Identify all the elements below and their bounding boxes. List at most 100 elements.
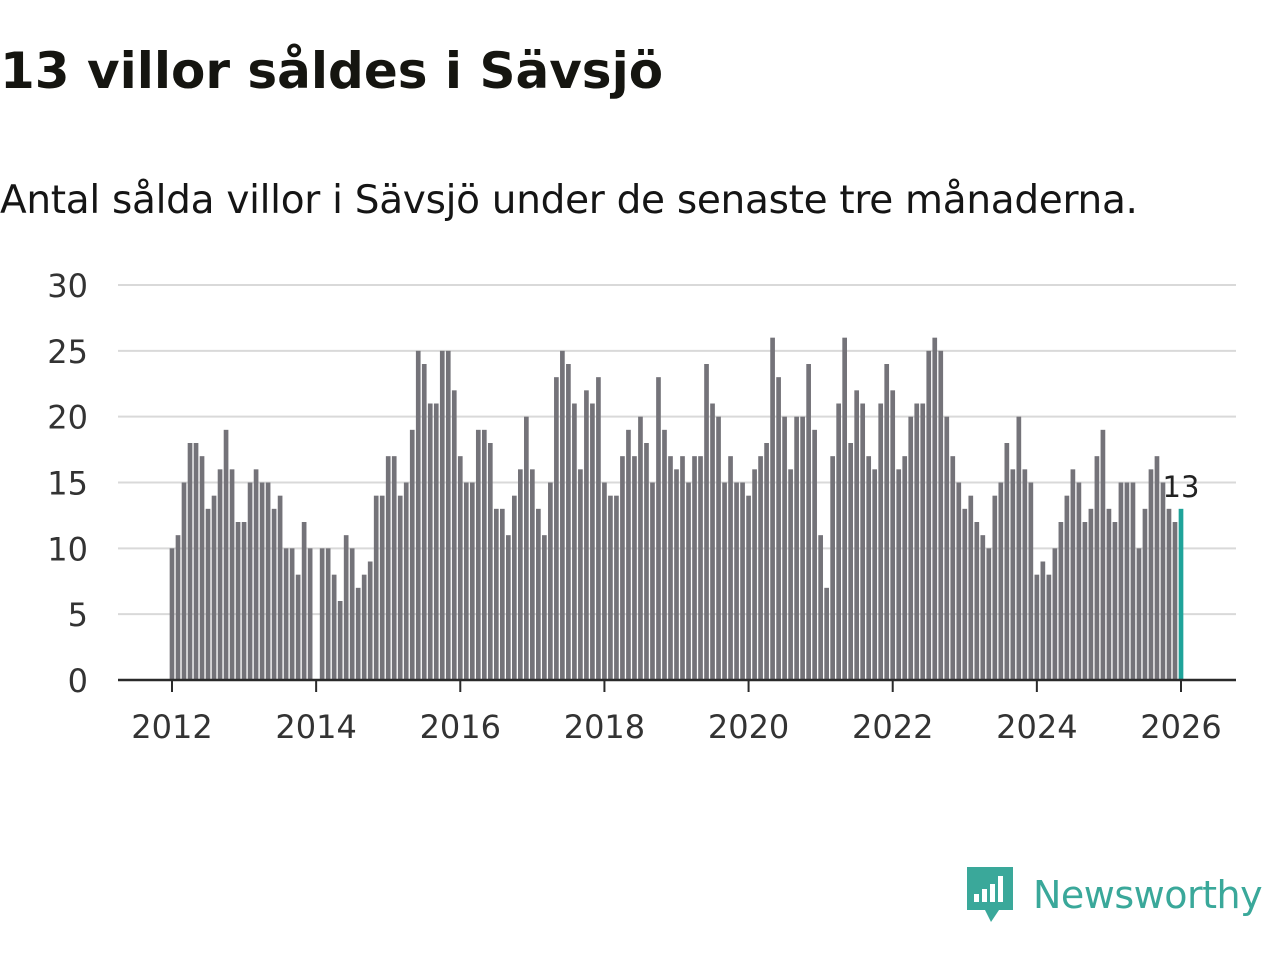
bar — [986, 548, 992, 680]
bar — [944, 416, 950, 680]
bar — [632, 456, 637, 680]
bar — [1166, 508, 1172, 680]
bar — [379, 495, 385, 680]
bar — [283, 548, 289, 680]
bar — [505, 535, 511, 680]
bar — [235, 522, 241, 680]
bar — [409, 429, 415, 680]
x-tick-label: 2012 — [131, 708, 212, 746]
bar — [277, 495, 283, 680]
bar — [536, 508, 541, 680]
bar — [415, 350, 421, 680]
bar — [349, 548, 355, 680]
bar — [289, 548, 295, 680]
bar — [974, 522, 980, 680]
bar — [572, 403, 577, 680]
bar — [716, 416, 721, 680]
bar — [475, 429, 481, 680]
bar — [620, 456, 625, 680]
x-tick-label: 2022 — [852, 708, 933, 746]
bar — [596, 377, 601, 680]
bar — [259, 482, 265, 680]
x-tick-label: 2014 — [275, 708, 356, 746]
chart-title: 13 villor såldes i Sävsjö — [0, 42, 664, 100]
bar — [1058, 522, 1064, 680]
bar — [686, 482, 691, 680]
bar — [1136, 548, 1142, 680]
bar — [992, 495, 998, 680]
bar — [427, 403, 433, 680]
bar — [1130, 482, 1136, 680]
bar — [806, 364, 811, 680]
x-tick-label: 2024 — [996, 708, 1077, 746]
bar — [764, 443, 769, 680]
x-axis-tick-labels: 2012 2014 2016 2018 2020 2022 2024 2026 — [131, 708, 1221, 746]
bar — [391, 456, 397, 680]
bar — [962, 508, 968, 680]
bars — [169, 337, 1184, 680]
bar — [1172, 522, 1178, 680]
bar — [794, 416, 799, 680]
bar — [776, 377, 781, 680]
bar — [1046, 574, 1052, 680]
bar — [1100, 429, 1106, 680]
bar — [367, 561, 373, 680]
bar — [728, 456, 733, 680]
bar — [499, 508, 505, 680]
bar — [896, 469, 902, 680]
bar — [674, 469, 679, 680]
bar — [752, 469, 757, 680]
bar — [361, 574, 367, 680]
bar — [1010, 469, 1016, 680]
bar — [746, 495, 751, 680]
bar — [457, 456, 463, 680]
bar — [187, 443, 193, 680]
bar — [902, 456, 908, 680]
bar — [217, 469, 223, 680]
bar — [1112, 522, 1118, 680]
bar — [193, 443, 199, 680]
bar — [956, 482, 962, 680]
bar — [818, 535, 823, 680]
bar — [385, 456, 391, 680]
bar — [668, 456, 673, 680]
bar — [373, 495, 379, 680]
bar — [704, 364, 709, 680]
newsworthy-logo-icon — [967, 867, 1013, 922]
bar — [830, 456, 835, 680]
bar — [337, 601, 343, 680]
bar — [524, 416, 529, 680]
bar — [1028, 482, 1034, 680]
bar — [578, 469, 583, 680]
bar — [614, 495, 619, 680]
bar — [1082, 522, 1088, 680]
bar — [836, 403, 841, 680]
y-tick-label: 10 — [47, 530, 88, 568]
y-tick-label: 30 — [47, 267, 88, 305]
bar — [343, 535, 349, 680]
bar — [205, 508, 211, 680]
bar — [265, 482, 271, 680]
x-tick-label: 2016 — [420, 708, 501, 746]
bar — [698, 456, 703, 680]
y-tick-label: 15 — [47, 465, 88, 503]
bar — [1070, 469, 1076, 680]
bar-highlight — [1178, 508, 1184, 680]
bar — [908, 416, 914, 680]
bar — [1064, 495, 1070, 680]
bar — [866, 456, 872, 680]
x-axis — [118, 678, 1236, 692]
bar — [734, 482, 739, 680]
bar — [638, 416, 643, 680]
bar — [926, 350, 932, 680]
bar — [1022, 469, 1028, 680]
chart-subtitle: Antal sålda villor i Sävsjö under de sen… — [0, 178, 1138, 223]
y-tick-label: 0 — [68, 662, 88, 700]
bar — [241, 522, 247, 680]
y-tick-label: 25 — [47, 333, 88, 371]
bar — [307, 548, 313, 680]
bar — [584, 390, 589, 680]
bar — [421, 364, 427, 680]
bar — [872, 469, 878, 680]
bar — [463, 482, 469, 680]
